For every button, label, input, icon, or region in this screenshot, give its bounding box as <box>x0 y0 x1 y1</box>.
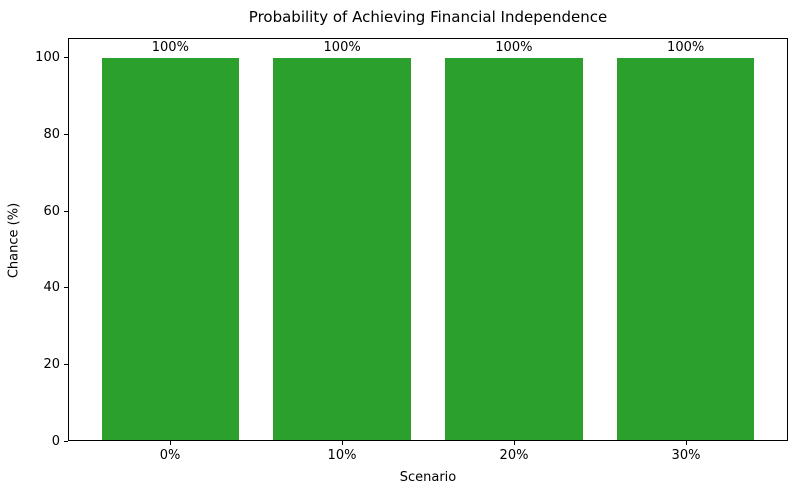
chart-title: Probability of Achieving Financial Indep… <box>248 8 608 26</box>
x-tick-mark <box>342 441 343 445</box>
bar-value-label: 100% <box>151 40 189 56</box>
y-tick-mark <box>64 134 68 135</box>
bar <box>273 58 411 440</box>
x-tick-label: 10% <box>327 448 357 463</box>
bar <box>445 58 583 440</box>
bar <box>101 58 240 440</box>
y-tick-label: 100 <box>35 50 60 65</box>
bar-value-label: 100% <box>495 40 533 56</box>
plot-area: 100% 100% 100% 100% <box>68 38 788 441</box>
y-tick-label: 20 <box>43 357 60 372</box>
bar-value-label: 100% <box>667 40 705 56</box>
x-tick-label: 0% <box>159 448 181 463</box>
y-tick-label: 40 <box>43 280 60 295</box>
y-tick-label: 80 <box>43 127 60 142</box>
bar <box>616 58 755 440</box>
y-axis-label: Chance (%) <box>6 202 22 279</box>
y-tick-mark <box>64 364 68 365</box>
y-tick-mark <box>64 287 68 288</box>
y-tick-mark <box>64 441 68 442</box>
x-tick-label: 30% <box>671 448 701 463</box>
y-tick-label: 0 <box>51 434 60 449</box>
bar-value-label: 100% <box>323 40 361 56</box>
x-axis-label: Scenario <box>399 470 457 485</box>
x-tick-mark <box>170 441 171 445</box>
x-tick-mark <box>686 441 687 445</box>
y-tick-label: 60 <box>43 204 60 219</box>
y-tick-mark <box>64 57 68 58</box>
y-tick-mark <box>64 211 68 212</box>
x-tick-label: 20% <box>499 448 529 463</box>
x-tick-mark <box>514 441 515 445</box>
